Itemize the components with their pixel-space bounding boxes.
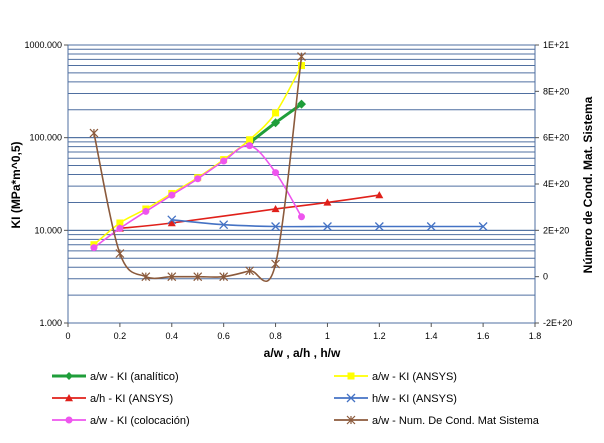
legend-item: h/w - KI (ANSYS) [334, 393, 457, 405]
y-tick-label: 10.000 [34, 225, 62, 235]
data-point [272, 109, 280, 117]
y-tick-label: 100.000 [29, 133, 62, 143]
data-point [297, 52, 306, 62]
data-point [271, 222, 281, 231]
data-point [298, 62, 305, 70]
data-point [245, 266, 255, 276]
data-point [374, 222, 384, 231]
data-point [116, 224, 124, 232]
x-tick-label: 1.6 [477, 331, 490, 341]
legend-item: a/w - KI (analítico) [52, 371, 179, 383]
y2-tick-label: 0 [543, 272, 548, 282]
legend-label: a/w - KI (analítico) [90, 371, 179, 383]
legend-label: h/w - KI (ANSYS) [372, 393, 457, 405]
y2-tick-label: -2E+20 [543, 318, 572, 328]
data-point [167, 218, 176, 227]
data-point [426, 222, 436, 231]
x-tick-label: 0.4 [166, 331, 179, 341]
data-point [271, 259, 280, 269]
data-point [141, 272, 151, 282]
y2-tick-label: 1E+21 [543, 40, 569, 50]
series-5 [89, 52, 306, 282]
x-axis-title: a/w , a/h , h/w [264, 346, 341, 360]
legend-label: a/w - KI (ANSYS) [372, 371, 457, 383]
data-point [90, 244, 98, 252]
data-point [116, 219, 124, 227]
data-point [271, 204, 280, 213]
legend-label: a/h - KI (ANSYS) [90, 393, 173, 405]
y2-tick-label: 8E+20 [543, 86, 569, 96]
data-point [478, 222, 488, 231]
series-4 [90, 142, 305, 252]
y2-tick-label: 4E+20 [543, 179, 569, 189]
y2-tick-label: 6E+20 [543, 133, 569, 143]
legend-item: a/h - KI (ANSYS) [52, 393, 173, 405]
series-line [119, 194, 380, 230]
data-point [65, 372, 73, 380]
data-point [219, 272, 229, 282]
data-point [298, 213, 305, 221]
series-line [93, 144, 303, 249]
data-point [220, 157, 228, 165]
data-point [142, 207, 150, 215]
y2-axis-title: Número de Cond. Mat. Sistema [581, 96, 595, 273]
legend: a/w - KI (analítico) a/w - KI (ANSYS) a/h … [52, 371, 540, 427]
grid [67, 44, 536, 324]
data-point [115, 249, 125, 258]
series-3 [167, 215, 488, 231]
x-tick-label: 0.8 [269, 331, 282, 341]
x-tick-label: 1 [325, 331, 330, 341]
legend-item: a/w - KI (colocación) [52, 415, 190, 427]
x-tick-label: 1.2 [373, 331, 386, 341]
data-point [89, 128, 99, 138]
data-point [168, 191, 176, 199]
data-point [65, 394, 73, 402]
x-tick-label: 1.4 [425, 331, 438, 341]
y-axis-title: KI (MPa*m^0,5) [9, 141, 23, 228]
series-lines [89, 52, 488, 282]
data-point [167, 215, 177, 225]
series-line [93, 56, 303, 282]
y-tick-label: 1000.000 [24, 40, 62, 50]
x-tick-label: 0 [65, 331, 70, 341]
data-point [347, 372, 355, 380]
x-tick-label: 0.2 [114, 331, 127, 341]
legend-label: a/w - KI (colocación) [90, 415, 190, 427]
data-point [322, 222, 332, 231]
series-line [93, 65, 303, 246]
data-point [271, 118, 281, 128]
legend-item: a/w - Num. De Cond. Mat Sistema [334, 415, 540, 427]
data-point [297, 99, 306, 109]
x-tick-label: 1.8 [529, 331, 542, 341]
plot-frame [67, 44, 536, 324]
legend-label: a/w - Num. De Cond. Mat Sistema [372, 415, 540, 427]
data-point [323, 198, 332, 206]
data-point [272, 169, 280, 177]
data-point [346, 393, 356, 403]
y-tick-label: 1.000 [39, 318, 62, 328]
data-point [246, 142, 254, 150]
x-tick-label: 0.6 [217, 331, 230, 341]
axes: a/w , a/h , h/w KI (MPa*m^0,5) Número de… [9, 40, 595, 360]
y2-tick-label: 2E+20 [543, 225, 569, 235]
data-point [375, 191, 384, 199]
data-point [193, 272, 203, 282]
data-point [346, 415, 356, 425]
data-point [194, 175, 202, 183]
series-0 [245, 99, 306, 148]
data-point [65, 416, 73, 424]
data-point [219, 220, 229, 230]
legend-item: a/w - KI (ANSYS) [334, 371, 457, 383]
series-2 [115, 191, 384, 232]
data-point [167, 272, 177, 282]
data-point [246, 136, 254, 144]
